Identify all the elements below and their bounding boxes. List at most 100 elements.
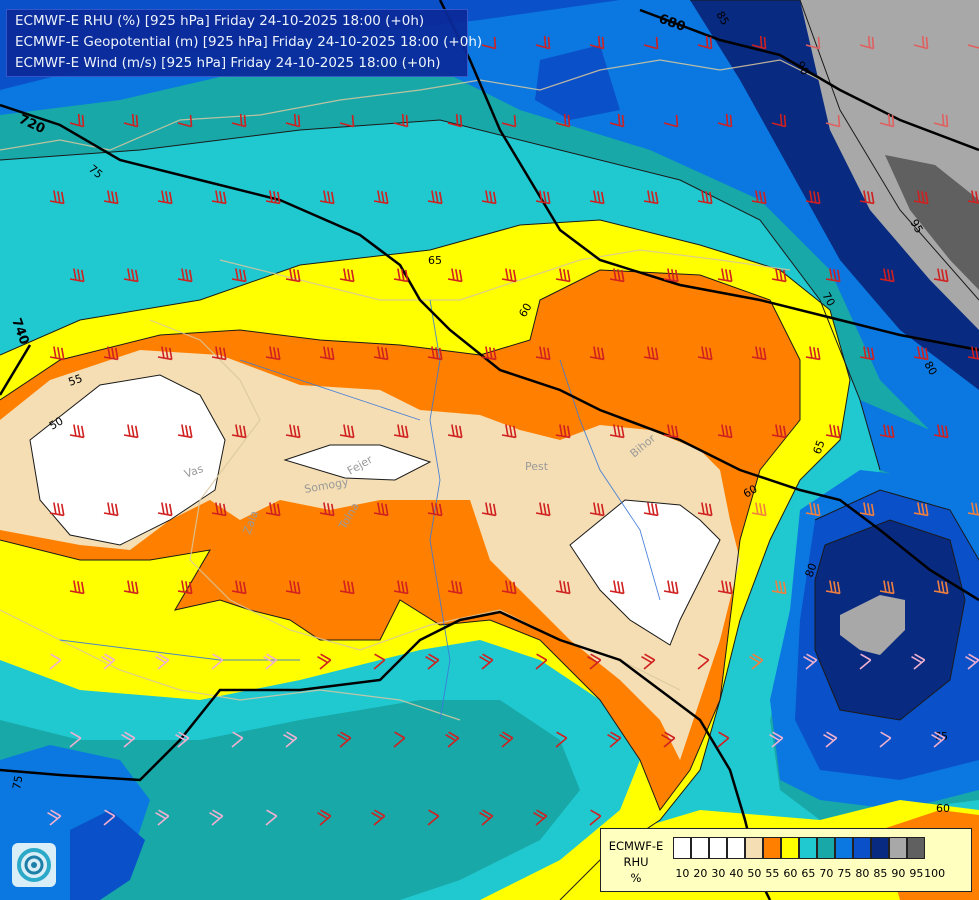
- rhu-label: 90: [793, 59, 811, 78]
- wind-barb-icon: [123, 113, 139, 128]
- wind-barb-icon: [697, 653, 710, 670]
- wind-barb-icon: [445, 731, 460, 748]
- legend-title-unit: %: [630, 871, 642, 885]
- wind-barb-icon: [823, 731, 838, 748]
- wind-barb-icon: [965, 653, 979, 670]
- rhu-label: 75: [10, 774, 25, 790]
- wind-barb-icon: [69, 113, 85, 128]
- wind-barb-icon: [49, 653, 62, 670]
- wind-barb-icon: [717, 731, 730, 748]
- wind-barb-icon: [479, 809, 494, 826]
- wind-barb-icon: [283, 731, 298, 748]
- wind-barb-icon: [121, 731, 136, 748]
- wind-barb-icon: [661, 731, 676, 748]
- wind-barb-icon: [339, 424, 355, 439]
- legend-swatch: [763, 837, 781, 859]
- rhu-label: 70: [819, 290, 837, 309]
- wind-barb-icon: [879, 580, 895, 595]
- wind-barb-icon: [211, 502, 227, 517]
- wind-barb-icon: [825, 114, 841, 128]
- wind-barb-icon: [643, 190, 659, 205]
- wind-barb-icon: [157, 190, 173, 205]
- wind-barb-icon: [393, 731, 406, 748]
- wind-barb-icon: [285, 268, 301, 283]
- wind-barb-icon: [717, 424, 733, 439]
- wind-barb-icon: [697, 346, 713, 361]
- wind-barb-icon: [825, 424, 841, 439]
- wind-barb-icon: [967, 36, 979, 50]
- wind-barb-icon: [481, 36, 497, 50]
- wind-barb-icon: [69, 580, 85, 595]
- wind-barb-icon: [751, 190, 767, 205]
- wind-barb-icon: [609, 268, 625, 283]
- wind-barb-icon: [933, 580, 949, 595]
- wind-barb-icon: [447, 424, 463, 439]
- wind-barb-icon: [49, 190, 65, 205]
- legend-swatch: [817, 837, 835, 859]
- wind-barb-icon: [339, 580, 355, 595]
- rhu-contour-labels: 85 90 95 75 65 70 60 55 50 80 65 60 80 7…: [10, 9, 950, 815]
- title-rhu: ECMWF-E RHU (%) [925 hPa] Friday 24-10-2…: [15, 13, 425, 29]
- wind-barb-icon: [265, 190, 281, 205]
- wind-barb-icon: [771, 424, 787, 439]
- wind-barb-icon: [425, 653, 440, 670]
- legend-tick-label: 100: [924, 867, 946, 880]
- rh-band-80-lowleft2: [70, 810, 145, 900]
- wind-barb-icon: [339, 114, 355, 128]
- wind-barb-icon: [913, 190, 929, 205]
- rhu-label: 50: [47, 414, 66, 432]
- wind-barb-icon: [427, 809, 440, 826]
- wind-barb-icon: [535, 502, 551, 517]
- ecmwf-logo: [12, 843, 56, 887]
- wind-barb-icon: [879, 424, 895, 439]
- wind-barb-icon: [103, 346, 119, 361]
- wind-barb-icon: [555, 424, 571, 439]
- legend-swatch: [691, 837, 709, 859]
- legend-swatch: [835, 837, 853, 859]
- wind-barb-icon: [609, 113, 625, 128]
- wind-barb-icon: [69, 268, 85, 283]
- wind-barb-icon: [967, 346, 979, 361]
- wind-barb-icon: [337, 731, 352, 748]
- wind-barb-icon: [933, 268, 949, 283]
- wind-barb-icon: [555, 113, 571, 128]
- wind-barb-icon: [555, 731, 568, 748]
- wind-barb-icon: [339, 268, 355, 283]
- rh-band-75-right: [860, 400, 979, 520]
- rh-band-40-left: [30, 375, 225, 545]
- legend-tick-label: 10: [675, 867, 690, 880]
- wind-barb-icon: [771, 113, 787, 128]
- legend-tick-label: 90: [891, 867, 906, 880]
- wind-barb-icon: [913, 346, 929, 361]
- wind-barb-icon: [697, 502, 713, 517]
- title-geopotential: ECMWF-E Geopotential (m) [925 hPa] Frida…: [15, 34, 483, 50]
- wind-barb-icon: [211, 190, 227, 205]
- wind-barb-icon: [663, 424, 679, 439]
- wind-barb-icon: [49, 346, 65, 361]
- wind-barb-icon: [427, 502, 443, 517]
- rhu-label: 80: [921, 359, 939, 378]
- wind-barb-icon: [913, 502, 929, 517]
- wind-barb-icon: [825, 268, 841, 283]
- rhu-legend: ECMWF-E RHU % 10 20 30 40 50 55 60 65 70 75 80 85 90…: [600, 828, 972, 892]
- rhu-label: 65: [428, 254, 442, 267]
- legend-tick-label: 70: [819, 867, 834, 880]
- place-label: Pest: [525, 460, 549, 473]
- rh-band-40-mid: [285, 445, 430, 480]
- legend-tick-label: 20: [693, 867, 708, 880]
- rhu-label: 85: [713, 9, 731, 28]
- wind-barb-icon: [859, 346, 875, 361]
- wind-barb-icon: [265, 346, 281, 361]
- wind-barb-icon: [373, 346, 389, 361]
- wind-barb-icon: [501, 268, 517, 283]
- wind-barb-icon: [499, 731, 514, 748]
- wind-barb-icon: [535, 653, 548, 670]
- wind-barb-icon: [265, 502, 281, 517]
- wind-barb-icon: [211, 346, 227, 361]
- wind-barb-icon: [663, 114, 679, 128]
- wind-barb-icon: [231, 580, 247, 595]
- legend-tick-label: 30: [711, 867, 726, 880]
- rhu-label: 60: [936, 802, 950, 815]
- wind-barb-icon: [663, 580, 679, 595]
